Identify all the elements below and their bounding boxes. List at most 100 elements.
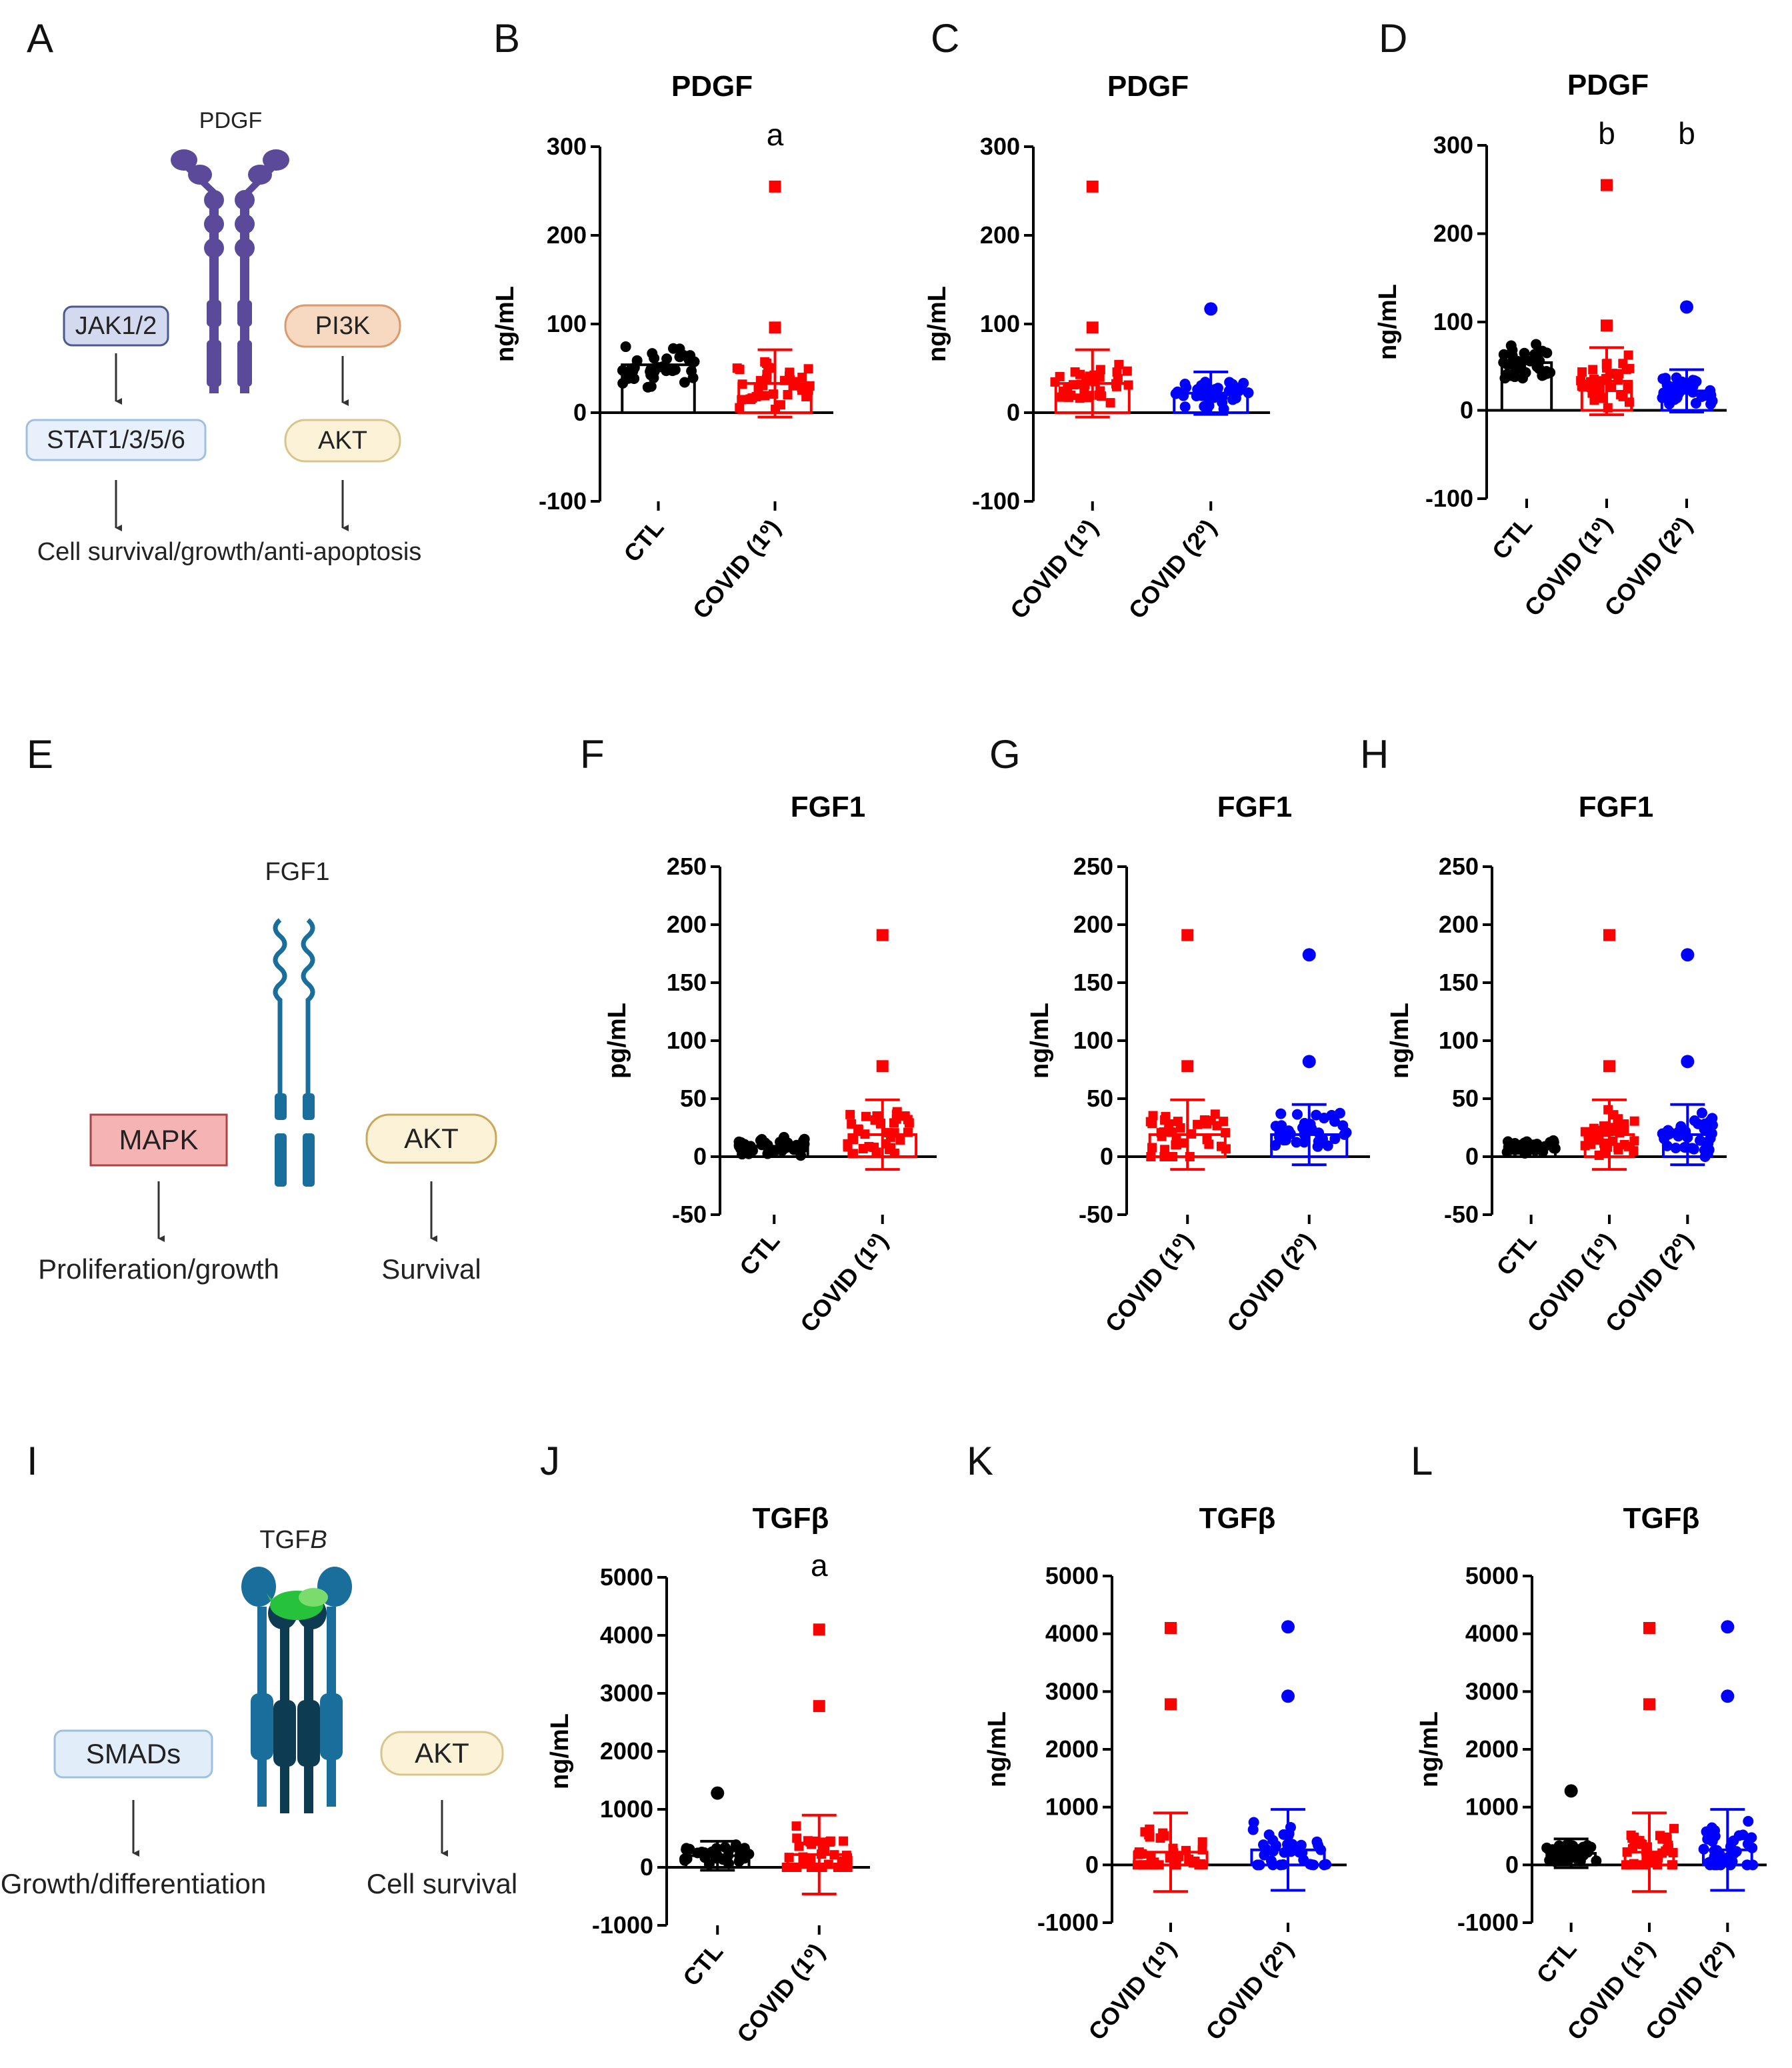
chart-b-point-covid-1 — [735, 365, 745, 375]
chart-j-point-covid-1 — [792, 1833, 802, 1843]
fgf1-right-outcome: Survival — [381, 1253, 481, 1285]
akt-label-a: AKT — [318, 427, 367, 455]
chart-b-point-ctl — [617, 377, 629, 389]
chart-l-y-tick-label: 2000 — [1465, 1735, 1519, 1763]
chart-d-point-ctl — [1505, 370, 1517, 381]
akt-label-e: AKT — [404, 1123, 459, 1154]
chart-d-y-tick-label: 300 — [1433, 131, 1473, 159]
chart-l-point-ctl — [1567, 1840, 1579, 1851]
chart-l-x-tick-label-ctl: CTL — [1531, 1935, 1581, 1989]
chart-l-point-covid-2 — [1703, 1857, 1715, 1868]
chart-k-point-covid-1 — [1197, 1845, 1207, 1855]
chart-h-y-axis-label: ng/mL — [1386, 1003, 1414, 1079]
chart-f-point-covid-1 — [889, 1118, 899, 1128]
chart-l-outlier-covid-2 — [1721, 1620, 1735, 1634]
chart-h-outlier-covid-1 — [1603, 1060, 1615, 1073]
chart-k-y-tick-label: 4000 — [1045, 1620, 1099, 1647]
panel-letter-k: K — [967, 1439, 993, 1483]
chart-g-fgf1-covid1-vs-covid2: FGF1 ng/mL -50 0 50 100 150 200 250 COVID (1º) COV… — [1026, 791, 1370, 1337]
chart-k-y-tick-label: 5000 — [1045, 1562, 1099, 1589]
chart-c-point-covid-2 — [1201, 383, 1212, 395]
chart-g-y-tick-label: 50 — [1087, 1085, 1113, 1112]
chart-b-point-covid-1 — [753, 384, 763, 394]
chart-d-point-covid-1 — [1588, 365, 1598, 375]
chart-k-point-covid-1 — [1158, 1828, 1168, 1838]
chart-l-y-tick-label: 1000 — [1465, 1793, 1519, 1821]
chart-l-point-covid-2 — [1709, 1825, 1721, 1836]
chart-l-point-covid-1 — [1647, 1857, 1657, 1867]
chart-l-point-covid-1 — [1667, 1860, 1677, 1870]
chart-h-y-tick-label: 0 — [1465, 1143, 1479, 1170]
chart-g-point-covid-2 — [1291, 1137, 1302, 1148]
chart-b-point-covid-1 — [783, 390, 793, 400]
chart-j-point-covid-1 — [806, 1855, 816, 1865]
chart-l-y-tick-label: 4000 — [1465, 1620, 1519, 1647]
chart-g-point-covid-2 — [1280, 1135, 1291, 1146]
chart-f-y-tick-label: 150 — [667, 969, 707, 996]
chart-c-x-tick-label-covid-1: COVID (1º) — [1005, 514, 1103, 624]
chart-f-point-ctl — [778, 1131, 789, 1143]
chart-k-point-covid-2 — [1283, 1830, 1294, 1841]
chart-b-point-ctl — [679, 377, 690, 388]
tgfb-right-outcome: Cell survival — [367, 1868, 517, 1899]
panel-letter-i: I — [27, 1439, 38, 1483]
chart-d-outlier-covid-1 — [1601, 179, 1613, 191]
chart-l-outlier-covid-2 — [1721, 1689, 1735, 1703]
chart-d-point-covid-1 — [1577, 367, 1587, 377]
chart-b-y-tick-label: 300 — [547, 133, 587, 160]
chart-d-point-covid-2 — [1689, 375, 1700, 386]
chart-h-y-tick-label: 50 — [1452, 1085, 1479, 1112]
chart-b-point-covid-1 — [760, 357, 770, 367]
pdgf-ligand-label: PDGF — [199, 108, 262, 133]
chart-c-y-tick-label: 0 — [1007, 399, 1020, 426]
chart-l-point-ctl — [1549, 1856, 1560, 1867]
chart-c-point-covid-1 — [1122, 366, 1132, 376]
chart-k-y-tick-label: 2000 — [1045, 1735, 1099, 1763]
chart-l-point-covid-2 — [1737, 1829, 1749, 1841]
chart-g-point-covid-1 — [1216, 1141, 1226, 1151]
chart-g-point-covid-2 — [1275, 1108, 1287, 1119]
chart-b-point-ctl — [687, 372, 699, 383]
chart-d-point-covid-1 — [1581, 379, 1591, 389]
chart-c-point-covid-1 — [1113, 374, 1123, 384]
chart-d-point-ctl — [1507, 357, 1519, 368]
chart-b-x-tick-label-ctl: CTL — [618, 514, 669, 567]
chart-j-point-ctl — [714, 1852, 725, 1863]
chart-d-point-ctl — [1531, 361, 1543, 373]
chart-g-point-covid-2 — [1313, 1136, 1324, 1147]
chart-c-point-covid-2 — [1170, 388, 1181, 399]
chart-c-point-covid-2 — [1181, 381, 1192, 393]
chart-b-point-covid-1 — [771, 404, 781, 414]
chart-b-outlier-covid-1 — [769, 180, 781, 193]
chart-k-point-covid-1 — [1184, 1854, 1194, 1864]
chart-f-point-covid-1 — [860, 1129, 870, 1139]
chart-g-y-tick-label: -50 — [1079, 1201, 1113, 1228]
chart-h-point-covid-2 — [1707, 1119, 1718, 1131]
chart-c-point-covid-1 — [1090, 377, 1100, 387]
chart-h-outlier-covid-2 — [1681, 1055, 1695, 1069]
fgf1-pathway-diagram: FGF1 MAPK Proliferation/growth AKT Survi… — [38, 858, 497, 1285]
chart-h-y-tick-label: 150 — [1439, 969, 1479, 996]
mapk-box — [89, 1113, 228, 1167]
chart-g-outlier-covid-1 — [1181, 929, 1194, 941]
chart-k-point-covid-2 — [1261, 1843, 1272, 1855]
chart-j-point-covid-1 — [806, 1863, 816, 1872]
chart-h-point-covid-1 — [1629, 1146, 1639, 1156]
chart-f-point-covid-1 — [864, 1141, 874, 1151]
chart-h-point-covid-2 — [1694, 1135, 1705, 1146]
chart-b-point-ctl — [631, 355, 643, 366]
chart-g-point-covid-2 — [1305, 1121, 1316, 1132]
chart-j-point-covid-1 — [823, 1859, 833, 1869]
chart-h-point-covid-2 — [1689, 1115, 1700, 1126]
chart-h-y-tick-label: 200 — [1439, 911, 1479, 938]
chart-j-point-covid-1 — [839, 1836, 849, 1846]
chart-b-point-covid-1 — [762, 369, 772, 379]
chart-k-outlier-covid-1 — [1165, 1698, 1177, 1711]
chart-c-title: PDGF — [1107, 70, 1189, 103]
chart-g-point-covid-2 — [1311, 1109, 1322, 1121]
chart-b-pdgf-ctl-vs-covid1: PDGF ng/mL -100 0 100 200 300 CTL a COVID (1º) — [491, 70, 833, 624]
chart-l-point-covid-1 — [1662, 1834, 1672, 1844]
chart-b-point-covid-1 — [797, 382, 807, 392]
chart-c-point-covid-2 — [1179, 401, 1191, 413]
chart-j-point-covid-1 — [818, 1837, 828, 1847]
